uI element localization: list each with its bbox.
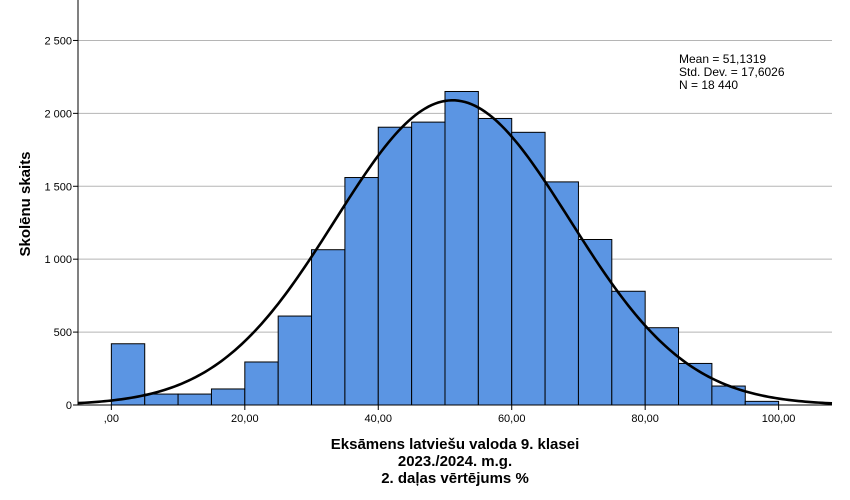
histogram-bar: [744, 400, 780, 406]
x-axis-ticks: ,00 20,00 40,00 60,00 80,00 100,00: [104, 405, 796, 425]
x-tick-label: 20,00: [231, 413, 259, 425]
y-tick-label: 2 000: [44, 108, 72, 120]
histogram-bar: [177, 393, 212, 406]
y-axis-title: Skolēnu skaits: [17, 151, 34, 256]
x-tick-label: 80,00: [631, 413, 659, 425]
histogram-bar: [577, 238, 613, 406]
histogram-bar: [144, 393, 179, 406]
histogram-bar: [210, 388, 246, 406]
histogram-bar: [244, 361, 279, 406]
stats-mean: Mean = 51,1319: [679, 52, 766, 66]
histogram-bar: [644, 327, 680, 406]
histogram-bar: [344, 177, 379, 406]
histogram-bar: [477, 117, 513, 406]
y-tick-label: 2 500: [44, 35, 72, 47]
histogram-bar: [444, 90, 479, 406]
histogram-bar: [311, 249, 346, 406]
histogram-bars: [110, 90, 780, 406]
normal-curve: [77, 99, 833, 405]
y-tick-label: 1 500: [44, 181, 72, 193]
stats-std-dev: Std. Dev. = 17,6026: [679, 65, 785, 79]
x-tick-label: ,00: [104, 413, 119, 425]
y-axis-ticks: 0 500 1 000 1 500 2 000 2 500: [44, 35, 78, 412]
x-tick-label: 60,00: [498, 413, 526, 425]
stats-n: N = 18 440: [679, 78, 738, 92]
y-tick-label: 1 000: [44, 254, 72, 266]
x-tick-label: 100,00: [762, 413, 796, 425]
histogram-bar: [110, 343, 146, 406]
histogram-bar: [377, 126, 413, 406]
histogram-bar: [511, 131, 546, 406]
histogram-bar: [411, 121, 446, 406]
stats-box: Mean = 51,1319 Std. Dev. = 17,6026 N = 1…: [679, 52, 785, 92]
histogram-bar: [611, 290, 646, 406]
histogram-bar: [277, 315, 313, 406]
y-tick-label: 500: [54, 327, 72, 339]
x-axis-title-line-1: Eksāmens latviešu valoda 9. klasei: [331, 436, 579, 453]
histogram-bar: [544, 181, 579, 406]
x-tick-label: 40,00: [364, 413, 392, 425]
x-axis-title-line-3: 2. daļas vērtējums %: [381, 470, 529, 487]
y-tick-label: 0: [66, 400, 72, 412]
x-axis-title-line-2: 2023./2024. m.g.: [398, 453, 512, 470]
